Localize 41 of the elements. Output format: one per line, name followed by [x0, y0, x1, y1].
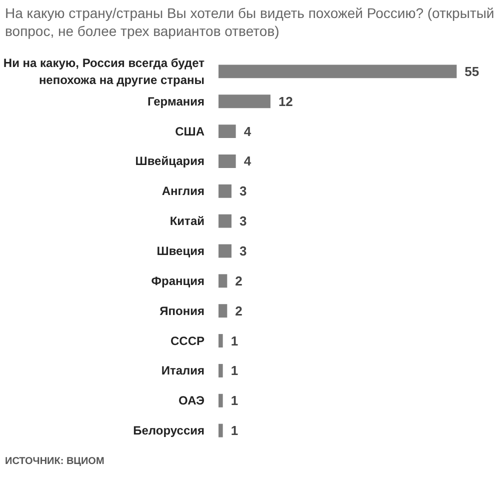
y-tick-label: Китай	[170, 214, 205, 228]
data-label: 3	[239, 243, 247, 258]
bar	[218, 304, 228, 318]
data-label: 3	[239, 184, 247, 199]
data-label: 4	[244, 154, 252, 169]
bar	[218, 124, 236, 138]
bar	[218, 94, 270, 108]
bar	[218, 214, 232, 228]
data-label: 1	[230, 423, 238, 438]
y-tick-label: Ни на какую, Россия всегда будет непохожа на другие страны	[3, 56, 205, 87]
bar	[218, 184, 232, 198]
data-label: 1	[230, 333, 238, 348]
y-tick-label: Италия	[161, 364, 205, 378]
y-tick-label: США	[175, 124, 205, 138]
data-label: 12	[278, 94, 293, 109]
bar	[218, 274, 228, 288]
y-tick-label: Франция	[151, 274, 204, 288]
data-label: 2	[235, 303, 242, 318]
chart-title: На какую страну/страны Вы хотели бы видеть похожей Россию? (открытый вопрос, не более трех вариантов ответов)	[5, 5, 495, 40]
y-tick-label: СССР	[170, 334, 205, 348]
text: ИСТОЧНИК: ВЦИОМ	[5, 455, 104, 469]
data-label: 2	[235, 273, 242, 288]
y-tick-label: Швейцария	[135, 154, 204, 168]
bar	[218, 394, 223, 408]
data-label: 4	[244, 124, 252, 139]
bar	[218, 64, 457, 78]
data-label: 3	[239, 214, 247, 229]
y-tick-label: Англия	[162, 184, 205, 198]
y-tick-label: Япония	[160, 304, 205, 318]
y-tick-label: Швеция	[156, 244, 205, 258]
bar	[218, 364, 223, 378]
y-tick-label: Германия	[147, 94, 205, 108]
bar	[218, 154, 236, 168]
bar	[218, 424, 223, 438]
data-label: 1	[230, 393, 238, 408]
y-tick-label: Белоруссия	[133, 424, 205, 438]
bar	[218, 244, 232, 258]
bar	[218, 334, 223, 348]
y-tick-label: ОАЭ	[178, 394, 205, 408]
data-label: 55	[464, 64, 480, 79]
data-label: 1	[230, 363, 238, 378]
